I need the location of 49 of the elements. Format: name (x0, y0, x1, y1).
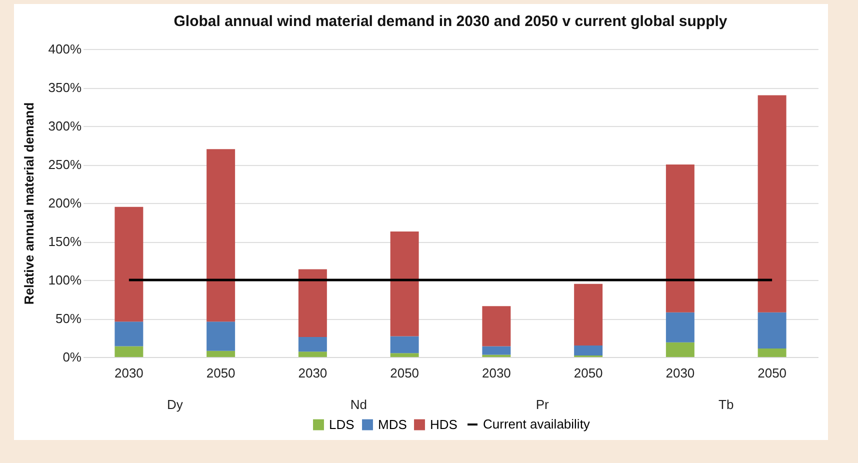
bar (574, 345, 603, 356)
bar (114, 322, 144, 346)
text: Dy (166, 397, 184, 412)
bar (758, 312, 786, 349)
y-tick-label: 50% (55, 311, 82, 326)
x-tick-label: 2050 (206, 366, 236, 380)
y-axis-title: Relative annual material demand (21, 102, 36, 305)
bar (666, 164, 694, 312)
bar (574, 284, 603, 346)
legend-label: Current availability (483, 416, 590, 432)
x-tick-label: 2030 (666, 366, 695, 380)
bar (390, 353, 419, 357)
x-tick-label: 2030 (114, 366, 144, 380)
y-tick-label: 350% (48, 80, 82, 95)
bar (758, 348, 786, 357)
bar (206, 322, 236, 351)
legend-label: LDS (329, 416, 355, 432)
text: Tb (718, 397, 734, 412)
chart-title: Global annual wind material demand in 2030 and 2050 v current global supply (174, 13, 728, 30)
bar (206, 350, 236, 357)
bar (666, 342, 694, 357)
bar (298, 269, 327, 337)
x-tick-label: 2050 (390, 366, 420, 380)
bar (114, 346, 144, 357)
y-tick-label: 100% (48, 272, 82, 288)
x-tick-label: 2050 (758, 366, 787, 380)
bar (298, 352, 327, 357)
y-tick-label: 200% (48, 196, 82, 210)
x-tick-label: 2030 (482, 366, 511, 380)
bar (114, 206, 144, 322)
bar (390, 336, 419, 354)
bar (666, 312, 694, 342)
bar (390, 231, 419, 336)
y-tick-label: 150% (48, 234, 82, 249)
y-tick-label: 400% (48, 42, 82, 56)
text: Nd (350, 397, 367, 412)
y-tick-label: 250% (48, 157, 82, 172)
y-tick-label: 300% (48, 118, 82, 134)
x-tick-label: 2050 (574, 366, 603, 380)
bar (206, 149, 236, 322)
y-tick-label: 0% (62, 350, 82, 364)
bar (758, 95, 786, 312)
bar (482, 346, 511, 355)
x-tick-label: 2030 (298, 366, 328, 380)
legend-label: MDS (378, 416, 408, 432)
legend-label: HDS (430, 416, 458, 432)
bar (482, 306, 511, 346)
bar (298, 336, 327, 352)
text: Pr (536, 397, 550, 412)
